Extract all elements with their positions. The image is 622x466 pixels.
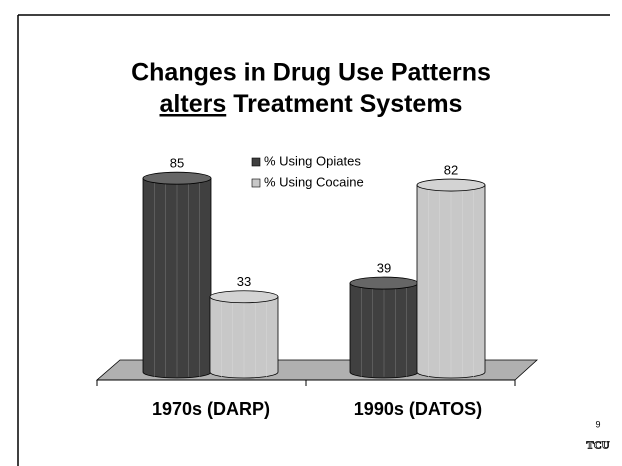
legend-swatch: [251, 157, 261, 167]
bar-cap: [142, 171, 212, 185]
value-label: 85: [170, 156, 184, 171]
bar-cap: [209, 290, 279, 304]
legend-label: % Using Opiates: [264, 153, 361, 168]
page-number: 9: [595, 419, 600, 429]
logo: TCU: [586, 440, 609, 452]
bar: [209, 290, 279, 379]
title-rest: Treatment Systems: [233, 90, 462, 118]
bar: [349, 276, 419, 379]
value-label: 82: [444, 162, 458, 177]
value-label: 39: [377, 261, 391, 276]
x-tick-label: 1970s (DARP): [152, 399, 270, 419]
legend-swatch: [251, 178, 261, 188]
value-label: 33: [237, 274, 251, 289]
bar: [142, 171, 212, 379]
title-emphasis: alters: [160, 90, 227, 118]
x-tick-label: 1990s (DATOS): [354, 399, 482, 419]
bar-cap: [349, 276, 419, 290]
legend-label: % Using Cocaine: [264, 174, 364, 189]
title-line: Changes in Drug Use Patterns: [131, 59, 491, 87]
bar: [416, 178, 486, 379]
bar-cap: [416, 178, 486, 192]
title-line: alters Treatment Systems: [160, 90, 463, 118]
